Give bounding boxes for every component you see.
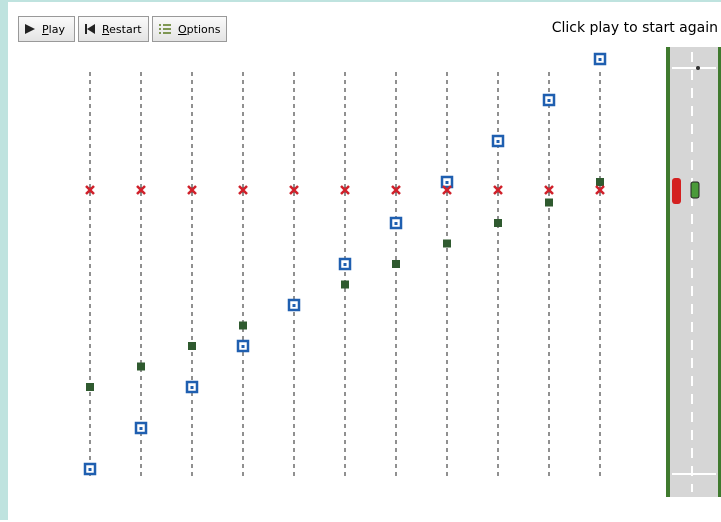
red-cross	[238, 185, 248, 195]
options-icon	[159, 24, 171, 34]
blue-marker-dot	[88, 468, 92, 471]
red-cross	[85, 185, 95, 195]
red-cross	[187, 185, 197, 195]
green-marker	[596, 178, 604, 186]
red-cross	[289, 185, 299, 195]
green-marker	[137, 362, 145, 371]
green-marker	[443, 239, 451, 248]
green-marker	[239, 321, 247, 330]
blue-marker-dot	[496, 140, 500, 143]
play-button[interactable]: Play	[18, 16, 75, 42]
play-icon	[25, 24, 35, 34]
red-cross	[391, 185, 401, 195]
car	[672, 178, 681, 204]
green-marker	[86, 383, 94, 391]
road	[666, 47, 721, 497]
blue-marker-dot	[343, 263, 347, 266]
blue-marker-dot	[445, 181, 449, 184]
road-edge	[666, 47, 670, 497]
blue-marker-dot	[598, 58, 602, 61]
blue-marker-dot	[394, 222, 398, 225]
road-edge	[718, 47, 721, 497]
green-marker	[188, 342, 196, 350]
blue-marker-dot	[292, 304, 296, 307]
blue-marker-dot	[241, 345, 245, 348]
red-cross	[595, 185, 605, 195]
red-cross	[442, 185, 452, 195]
battery	[690, 181, 700, 199]
red-cross	[493, 185, 503, 195]
restart-label: Restart	[102, 22, 142, 36]
blue-marker-dot	[547, 99, 551, 102]
green-marker	[392, 260, 400, 268]
marker	[696, 66, 700, 70]
play-label: Play	[42, 22, 65, 36]
status-text: Click play to start again	[551, 20, 718, 36]
red-cross	[544, 185, 554, 195]
blue-marker-dot	[139, 427, 143, 430]
options-button[interactable]: Options	[152, 16, 227, 42]
green-marker	[545, 198, 553, 207]
scene	[83, 47, 721, 497]
restart-button[interactable]: Restart	[78, 16, 149, 42]
road-surface	[666, 47, 721, 497]
options-label: Options	[178, 22, 221, 36]
green-marker	[341, 280, 349, 289]
green-marker	[494, 219, 502, 227]
restart-icon	[85, 24, 95, 34]
blue-marker-dot	[190, 386, 194, 389]
red-cross	[340, 185, 350, 195]
red-cross	[136, 185, 146, 195]
